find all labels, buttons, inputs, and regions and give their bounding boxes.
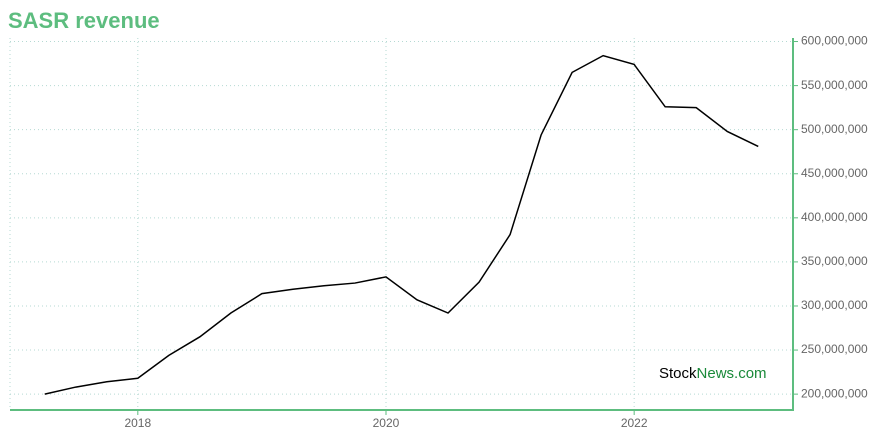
y-tick-label: 250,000,000 [801, 342, 868, 356]
y-tick-label: 600,000,000 [801, 34, 868, 48]
x-tick-label: 2018 [124, 416, 151, 430]
x-tick-label: 2022 [621, 416, 648, 430]
watermark: StockNews.com [659, 365, 767, 382]
y-tick-label: 500,000,000 [801, 122, 868, 136]
y-tick-label: 400,000,000 [801, 210, 868, 224]
y-tick-label: 200,000,000 [801, 386, 868, 400]
y-tick-label: 450,000,000 [801, 166, 868, 180]
x-tick-label: 2020 [373, 416, 400, 430]
y-tick-label: 350,000,000 [801, 254, 868, 268]
y-tick-label: 550,000,000 [801, 78, 868, 92]
line-series [44, 54, 759, 395]
y-tick-label: 300,000,000 [801, 298, 868, 312]
chart-title: SASR revenue [8, 8, 160, 33]
watermark-prefix: Stock [659, 365, 697, 382]
watermark-suffix: News.com [697, 365, 767, 382]
